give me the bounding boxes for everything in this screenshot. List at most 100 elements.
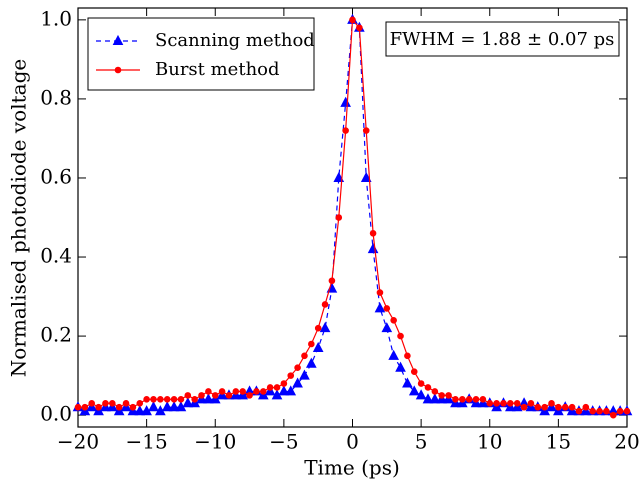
data-point: [182, 397, 194, 408]
data-point: [184, 392, 192, 399]
annotation-box: [385, 21, 620, 57]
data-point: [376, 289, 384, 296]
data-point: [424, 384, 432, 391]
data-point: [479, 396, 487, 403]
data-point: [402, 377, 413, 388]
data-point: [486, 399, 494, 407]
data-point: [259, 388, 267, 395]
data-point: [225, 392, 233, 399]
data-point: [340, 96, 351, 107]
data-point: [321, 301, 329, 308]
data-point: [308, 340, 315, 348]
data-point: [129, 403, 137, 411]
data-point: [349, 16, 356, 24]
data-point: [266, 384, 274, 391]
data-point: [395, 361, 406, 372]
data-point: [301, 352, 308, 360]
legend-label: Burst method: [155, 59, 280, 80]
data-point: [246, 392, 253, 399]
data-point: [575, 407, 583, 415]
data-point: [616, 407, 624, 415]
y-axis-label: Normalised photodiode voltage: [7, 59, 31, 377]
data-point: [513, 399, 521, 407]
data-point: [109, 399, 116, 407]
data-point: [360, 171, 372, 182]
data-point: [596, 407, 603, 415]
y-tick-label: 0.0: [40, 402, 72, 426]
data-point: [198, 392, 205, 399]
data-point: [410, 368, 418, 375]
x-tick-label: 10: [477, 430, 502, 454]
annotation: FWHM = 1.88 ± 0.07 ps: [390, 29, 615, 50]
data-point: [163, 396, 171, 403]
data-point: [520, 403, 528, 411]
data-point: [555, 403, 562, 411]
data-point: [609, 411, 617, 419]
data-point: [253, 388, 260, 395]
data-point: [356, 24, 363, 32]
x-tick-label: 15: [546, 430, 571, 454]
data-point: [177, 396, 185, 403]
data-point: [367, 243, 379, 254]
data-point: [381, 322, 393, 333]
data-point: [335, 214, 343, 221]
data-point: [404, 352, 411, 360]
data-point: [507, 399, 514, 407]
legend-marker: [112, 34, 124, 45]
data-point: [374, 302, 386, 313]
data-point: [603, 407, 610, 415]
x-tick-label: 20: [614, 430, 639, 454]
data-point: [239, 388, 246, 395]
data-point: [211, 392, 219, 399]
data-point: [305, 357, 317, 368]
data-point: [493, 399, 500, 407]
data-point: [415, 389, 427, 400]
data-point: [568, 403, 576, 411]
data-point: [422, 393, 434, 404]
data-point: [148, 401, 159, 412]
data-point: [328, 277, 336, 285]
data-point: [170, 396, 178, 403]
data-point: [95, 403, 102, 411]
y-tick-label: 0.4: [40, 244, 72, 268]
x-tick-label: −5: [269, 430, 298, 454]
data-point: [88, 399, 96, 407]
y-tick-label: 0.6: [40, 164, 72, 188]
data-point: [362, 127, 370, 134]
x-tick-label: −10: [194, 430, 236, 454]
data-point: [232, 388, 240, 395]
x-tick-label: 0: [346, 430, 359, 454]
legend-label: Scanning method: [155, 30, 315, 51]
data-point: [589, 407, 596, 415]
data-point: [136, 399, 144, 407]
data-point: [582, 403, 590, 411]
data-point: [203, 393, 214, 404]
data-point: [388, 349, 400, 360]
data-point: [369, 230, 377, 237]
data-point: [74, 403, 82, 411]
data-point: [417, 380, 425, 387]
data-point: [81, 403, 89, 411]
data-point: [429, 393, 441, 404]
data-point: [143, 396, 150, 403]
data-point: [191, 396, 198, 403]
data-point: [115, 403, 123, 411]
y-tick-label: 0.2: [40, 323, 72, 347]
y-tick-label: 0.8: [40, 85, 72, 109]
data-point: [168, 401, 180, 412]
data-point: [205, 388, 212, 395]
data-point: [623, 407, 631, 415]
data-point: [445, 392, 452, 399]
data-point: [333, 171, 345, 182]
data-point: [397, 332, 404, 340]
data-point: [342, 127, 349, 134]
x-tick-label: −20: [57, 430, 99, 454]
x-tick-label: 5: [415, 430, 428, 454]
data-point: [299, 369, 310, 380]
data-point: [465, 396, 473, 403]
data-point: [438, 392, 446, 399]
legend-marker: [114, 66, 122, 74]
data-point: [472, 396, 480, 403]
x-axis-label: Time (ps): [304, 456, 400, 480]
